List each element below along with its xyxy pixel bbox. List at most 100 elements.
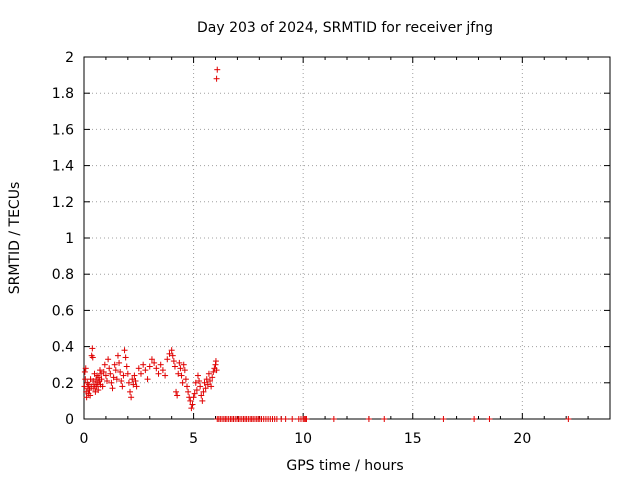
data-point: [148, 356, 155, 363]
data-point: [114, 352, 121, 359]
y-tick-label: 1.4: [52, 159, 74, 175]
data-point: [117, 368, 124, 375]
chart-title: Day 203 of 2024, SRMTID for receiver jfn…: [197, 20, 493, 36]
data-point: [101, 361, 108, 368]
data-point: [205, 370, 212, 377]
data-point: [95, 387, 102, 394]
data-point: [176, 359, 183, 366]
data-point: [81, 368, 88, 375]
y-tick-label: 2: [65, 50, 74, 66]
data-point: [169, 352, 176, 359]
data-point: [109, 385, 116, 392]
x-tick-label: 5: [189, 431, 198, 447]
data-point: [130, 381, 137, 388]
data-point: [106, 365, 113, 372]
data-point: [192, 379, 199, 386]
data-point: [135, 365, 142, 372]
data-point: [108, 379, 115, 386]
data-point: [213, 75, 220, 82]
data-point: [565, 416, 572, 422]
y-tick-label: 0: [65, 412, 74, 428]
data-point: [157, 361, 164, 368]
x-tick-label: 0: [80, 431, 89, 447]
data-point: [102, 372, 109, 379]
x-tick-label: 15: [404, 431, 422, 447]
data-point: [129, 376, 136, 383]
data-point: [93, 383, 100, 390]
data-point: [105, 356, 112, 363]
y-tick-label: 0.6: [52, 303, 74, 319]
data-point: [214, 66, 221, 73]
data-point: [471, 416, 478, 422]
grid-lines: [84, 57, 610, 419]
data-point: [330, 416, 337, 422]
data-point: [180, 361, 187, 368]
data-point: [81, 383, 88, 390]
data-point: [202, 385, 209, 392]
data-point: [151, 359, 158, 366]
data-point: [486, 416, 493, 422]
data-point: [98, 376, 105, 383]
data-point: [193, 387, 200, 394]
data-point: [127, 388, 134, 395]
data-point: [289, 416, 296, 422]
data-point: [185, 388, 192, 395]
data-point: [122, 354, 129, 361]
data-point: [303, 416, 310, 422]
data-point: [162, 372, 169, 379]
data-point: [190, 394, 197, 401]
data-point: [89, 354, 96, 361]
data-point: [184, 383, 191, 390]
y-tick-label: 0.2: [52, 376, 74, 392]
data-point: [120, 372, 127, 379]
data-point: [131, 372, 138, 379]
data-point: [140, 361, 147, 368]
data-point: [86, 387, 93, 394]
data-point: [99, 383, 106, 390]
data-point: [119, 383, 126, 390]
data-point: [173, 388, 180, 395]
y-tick-label: 1.8: [52, 86, 74, 102]
y-tick-label: 1: [65, 231, 74, 247]
data-point: [124, 370, 131, 377]
data-point: [170, 358, 177, 365]
data-point: [179, 379, 186, 386]
data-point: [198, 392, 205, 399]
data-point: [125, 379, 132, 386]
data-point: [107, 370, 114, 377]
data-point: [213, 367, 220, 374]
data-point: [207, 377, 214, 384]
data-point: [159, 367, 166, 374]
data-point: [182, 376, 189, 383]
data-point: [82, 376, 89, 383]
data-point: [282, 416, 289, 422]
data-point: [153, 365, 160, 372]
data-point: [194, 372, 201, 379]
data-point: [197, 383, 204, 390]
data-points: [81, 66, 572, 422]
data-point: [113, 376, 120, 383]
data-point: [175, 370, 182, 377]
data-point: [177, 365, 184, 372]
data-point: [82, 365, 89, 372]
data-point: [83, 394, 90, 401]
data-point: [200, 388, 207, 395]
data-point: [199, 397, 206, 404]
data-point: [87, 392, 94, 399]
data-point: [196, 377, 203, 384]
data-point: [110, 374, 117, 381]
data-point: [100, 368, 107, 375]
data-point: [155, 370, 162, 377]
data-point: [96, 367, 103, 374]
data-point: [212, 358, 219, 365]
data-point: [181, 367, 188, 374]
y-tick-label: 0.8: [52, 267, 74, 283]
data-point: [118, 377, 125, 384]
data-point: [174, 392, 181, 399]
data-point: [381, 416, 388, 422]
y-tick-label: 1.2: [52, 195, 74, 211]
data-point: [146, 363, 153, 370]
data-point: [188, 405, 195, 412]
data-point: [203, 376, 210, 383]
